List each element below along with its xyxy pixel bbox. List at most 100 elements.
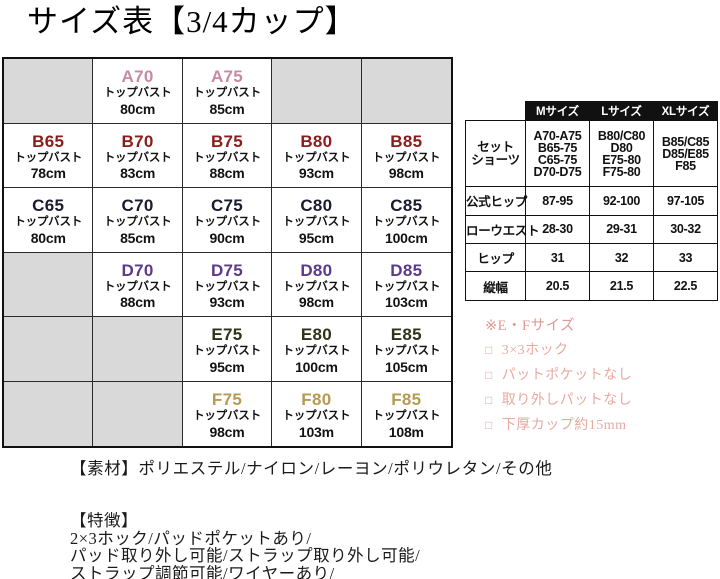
spec-col-l: Lサイズ <box>589 101 654 121</box>
top-bust-value: 83cm <box>120 165 156 181</box>
size-cell-empty <box>4 381 94 446</box>
set-shorts-item: C65-75 <box>537 152 578 167</box>
size-cell-e75: E75 トップバスト 95cm <box>182 317 273 382</box>
top-bust-label: トップバスト <box>372 216 441 228</box>
notes-item-label: 下厚カップ約15mm <box>501 418 627 433</box>
features-line: ストラップ調節可能/ワイヤーあり/ <box>70 563 335 579</box>
top-bust-label: トップバスト <box>282 216 351 228</box>
top-bust-label: トップバスト <box>282 280 351 293</box>
top-bust-value: 108m <box>388 423 424 440</box>
notes-heading: ※E・Fサイズ <box>485 318 576 334</box>
notes-block: ※E・Fサイズ □ 3×3ホック □ パットポケットなし □ 取り外しパットなし □ 下厚カッ… <box>485 314 715 438</box>
features-line: 2×3ホック/パッドポケットあり/ <box>70 528 312 548</box>
spec-value: 22.5 <box>653 271 718 301</box>
top-bust-label: トップバスト <box>103 280 172 293</box>
top-bust-label: トップバスト <box>282 410 351 422</box>
spec-value: 32 <box>589 242 654 273</box>
top-bust-value: 103cm <box>385 294 428 310</box>
notes-item-label: 3×3ホック <box>501 343 569 358</box>
spec-value: 30-32 <box>653 214 718 245</box>
top-bust-value: 100cm <box>385 229 428 246</box>
spec-set-shorts-Mサイズ: A70-A75 B65-75 C65-75 D70-D75 <box>525 119 590 188</box>
size-cell-empty <box>93 317 183 382</box>
notes-list: □ 3×3ホック □ パットポケットなし □ 取り外しパットなし □ 下厚カップ約15mm <box>485 338 715 438</box>
set-shorts-item: A70-A75 <box>533 128 582 143</box>
top-bust-label: トップバスト <box>103 216 172 228</box>
checkbox-icon: □ <box>485 393 493 407</box>
set-shorts-item: B65-75 <box>537 140 578 155</box>
size-code: A75 <box>210 67 244 86</box>
top-bust-value: 90cm <box>209 229 245 246</box>
size-cell-c65: C65 トップバスト 80cm <box>4 188 94 253</box>
size-code: B65 <box>32 131 65 151</box>
size-code: B80 <box>300 131 333 151</box>
size-cell-a75: A75 トップバスト 85cm <box>182 59 273 124</box>
spec-col-xl: XLサイズ <box>653 101 718 121</box>
size-cell-f80: F80 トップバスト 103m <box>272 381 362 446</box>
spec-table-body: セット ショーツ A70-A75 B65-75 C65-75 D70-D75 B80/C80… <box>465 119 718 301</box>
top-bust-label: トップバスト <box>282 345 351 357</box>
top-bust-value: 98cm <box>298 294 334 310</box>
spec-row: 公式ヒップ 87-95 92-100 97-105 <box>465 186 718 216</box>
size-code: F85 <box>391 390 422 409</box>
top-bust-label: トップバスト <box>372 345 441 357</box>
size-cell-d70: D70 トップバスト 88cm <box>93 252 183 317</box>
spec-col-m: Mサイズ <box>525 101 590 121</box>
size-code: E75 <box>211 325 243 344</box>
top-bust-value: 80cm <box>30 229 66 246</box>
size-code: B75 <box>210 131 244 151</box>
size-cell-empty <box>361 59 451 124</box>
spec-rowhead: ヒップ <box>465 242 526 273</box>
set-shorts-item: E75-80 <box>602 152 641 167</box>
spec-rowhead: ローウエスト <box>465 214 540 245</box>
top-bust-label: トップバスト <box>193 87 261 99</box>
set-shorts-item: B85/C85 <box>661 134 710 149</box>
size-cell-b80: B80 トップバスト 93cm <box>272 123 362 188</box>
top-bust-value: 105cm <box>385 358 428 375</box>
checkbox-icon: □ <box>485 368 493 382</box>
checkbox-icon: □ <box>485 343 493 357</box>
size-cell-empty <box>4 252 94 317</box>
top-bust-label: トップバスト <box>282 151 351 164</box>
size-cell-empty <box>4 317 94 382</box>
size-cell-f85: F85 トップバスト 108m <box>361 381 451 446</box>
set-shorts-item: D70-D75 <box>533 164 582 179</box>
spec-row-set-shorts: セット ショーツ A70-A75 B65-75 C65-75 D70-D75 B80/C80… <box>465 119 718 188</box>
top-bust-value: 88cm <box>120 294 156 310</box>
size-code: C75 <box>210 196 244 215</box>
size-code: A70 <box>121 67 154 86</box>
spec-value: 92-100 <box>589 186 654 216</box>
spec-row: ローウエスト 28-30 29-31 30-32 <box>465 214 718 245</box>
size-cell-a70: A70 トップバスト 80cm <box>93 59 183 124</box>
size-cell-b85: B85 トップバスト 98cm <box>361 123 451 188</box>
top-bust-label: トップバスト <box>14 151 83 164</box>
checkbox-icon: □ <box>485 418 493 432</box>
top-bust-value: 80cm <box>120 100 156 117</box>
spec-value: 97-105 <box>653 186 718 216</box>
size-cell-empty <box>93 381 183 446</box>
spec-value: 33 <box>653 242 718 273</box>
top-bust-value: 85cm <box>120 229 156 246</box>
spec-value: 20.5 <box>525 271 590 301</box>
spec-value: 29-31 <box>589 214 654 245</box>
features-block: 【特徴】 2×3ホック/パッドポケットあり/パッド取り外し可能/ストラップ取り外… <box>70 512 420 579</box>
size-code: C65 <box>32 196 65 215</box>
top-bust-label: トップバスト <box>103 87 172 99</box>
top-bust-value: 93cm <box>298 165 334 181</box>
spec-row: ヒップ 31 32 33 <box>465 242 718 273</box>
size-code: F75 <box>211 390 243 409</box>
set-shorts-item: B80/C80 <box>597 128 646 143</box>
notes-item: □ 下厚カップ約15mm <box>485 413 715 438</box>
material-text: 【素材】ポリエステル/ナイロン/レーヨン/ポリウレタン/その他 <box>70 459 553 478</box>
size-code: C85 <box>390 196 423 215</box>
size-cell-empty <box>4 59 94 124</box>
top-bust-label: トップバスト <box>193 216 261 228</box>
notes-item: □ 3×3ホック <box>485 338 715 363</box>
top-bust-label: トップバスト <box>193 151 261 164</box>
top-bust-label: トップバスト <box>193 345 261 357</box>
top-bust-value: 93cm <box>209 294 245 310</box>
size-cell-b75: B75 トップバスト 88cm <box>182 123 273 188</box>
size-cell-b70: B70 トップバスト 83cm <box>93 123 183 188</box>
top-bust-label: トップバスト <box>193 280 261 293</box>
